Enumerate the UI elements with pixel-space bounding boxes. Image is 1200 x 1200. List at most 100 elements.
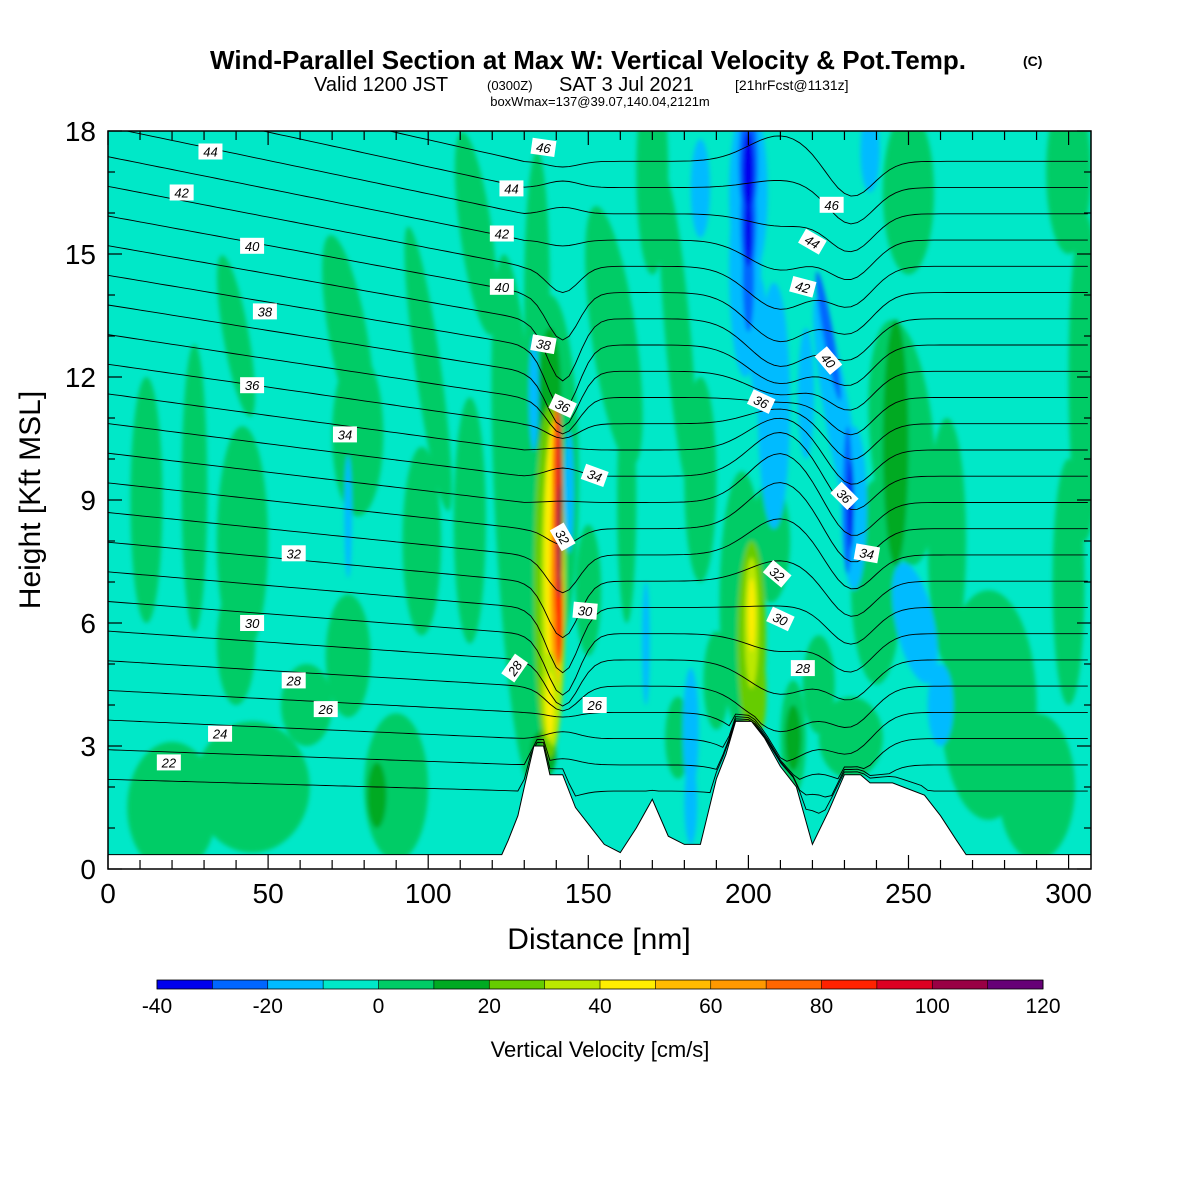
w-field-cell bbox=[892, 562, 938, 684]
w-field-cell bbox=[1052, 459, 1085, 705]
theta-label: 42 bbox=[169, 184, 194, 201]
w-field-cell bbox=[325, 594, 371, 718]
y-tick-label: 3 bbox=[80, 731, 96, 762]
x-tick-label: 0 bbox=[100, 878, 116, 909]
w-field-cell bbox=[546, 672, 554, 738]
w-field-cell bbox=[860, 131, 880, 193]
theta-label: 32 bbox=[549, 522, 576, 552]
theta-contour-line bbox=[108, 334, 1088, 436]
colorbar-swatch bbox=[157, 980, 213, 989]
theta-label: 38 bbox=[252, 303, 277, 320]
theta-label-text: 28 bbox=[285, 673, 301, 688]
theta-label-text: 46 bbox=[824, 198, 839, 213]
theta-label: 26 bbox=[582, 697, 607, 713]
theta-label: 44 bbox=[499, 180, 524, 197]
x-tick-label: 200 bbox=[725, 878, 772, 909]
w-field-cell bbox=[402, 446, 442, 636]
x-tick-label: 50 bbox=[253, 878, 284, 909]
theta-label-text: 36 bbox=[245, 378, 260, 393]
theta-label: 46 bbox=[530, 137, 557, 157]
w-field-cell bbox=[744, 192, 753, 267]
w-field-cell bbox=[453, 397, 486, 644]
colorbar-swatch bbox=[655, 980, 712, 989]
colorbar-swatch bbox=[378, 980, 435, 989]
theta-label-text: 36 bbox=[553, 396, 573, 416]
colorbar-swatch bbox=[267, 980, 324, 989]
y-tick-label: 9 bbox=[80, 485, 96, 516]
colorbar-swatch bbox=[932, 980, 989, 989]
colorbar-tick-labels: -40 -20 0 20 40 60 80 100 120 bbox=[142, 995, 1061, 1018]
theta-label: 28 bbox=[790, 660, 815, 677]
colorbar-swatch bbox=[433, 980, 490, 989]
theta-label-text: 42 bbox=[174, 186, 189, 201]
x-tick-label: 250 bbox=[885, 878, 932, 909]
theta-contour-line bbox=[108, 660, 1088, 733]
theta-label: 34 bbox=[853, 543, 881, 564]
theta-label-text: 44 bbox=[802, 232, 822, 252]
x-tick-label: 300 bbox=[1045, 878, 1092, 909]
colorbar-swatch bbox=[323, 980, 379, 989]
theta-contour-line bbox=[108, 215, 1088, 343]
theta-contour-line bbox=[108, 601, 1088, 696]
theta-contour-line bbox=[108, 571, 1088, 674]
w-field-cell bbox=[491, 254, 545, 787]
colorbar-swatch bbox=[544, 980, 601, 989]
theta-contour-line bbox=[124, 131, 1088, 253]
colorbar-tick-label: 0 bbox=[373, 995, 385, 1018]
colorbar-tick-label: 40 bbox=[588, 995, 611, 1018]
colorbar-swatch bbox=[987, 980, 1044, 989]
theta-label: 30 bbox=[766, 606, 795, 632]
w-field-cell bbox=[682, 668, 699, 792]
w-field-cell bbox=[404, 226, 452, 511]
colorbar-swatch bbox=[600, 980, 656, 989]
theta-label-text: 30 bbox=[770, 609, 790, 629]
theta-label: 46 bbox=[819, 196, 844, 213]
w-field-cell bbox=[564, 430, 574, 554]
w-field-cell bbox=[127, 741, 217, 869]
w-field-cell bbox=[130, 377, 163, 623]
theta-contour-line bbox=[108, 541, 1088, 639]
theta-label: 40 bbox=[240, 237, 265, 254]
theta-label: 38 bbox=[530, 334, 557, 355]
theta-label: 32 bbox=[281, 545, 306, 562]
theta-label: 36 bbox=[746, 389, 776, 414]
w-field-cell bbox=[748, 577, 756, 652]
theta-label: 28 bbox=[281, 672, 306, 689]
w-field-cell bbox=[785, 705, 802, 771]
theta-label-text: 26 bbox=[586, 698, 602, 713]
w-field-cell bbox=[529, 336, 539, 451]
theta-label-text: 44 bbox=[203, 145, 217, 160]
theta-contour-line bbox=[108, 393, 1088, 485]
theta-label-text: 38 bbox=[535, 336, 553, 353]
theta-contour-line bbox=[387, 131, 1088, 197]
w-field-cell bbox=[332, 352, 384, 517]
colorbar-swatch bbox=[212, 980, 269, 989]
subtitle-forecast: [21hrFcst@1131z] bbox=[735, 77, 849, 93]
colorbar-swatch bbox=[766, 980, 822, 989]
colorbar-swatch bbox=[821, 980, 878, 989]
theta-label-text: 28 bbox=[795, 661, 811, 676]
theta-label: 36 bbox=[240, 377, 265, 394]
theta-label-text: 36 bbox=[751, 392, 771, 412]
terrain bbox=[108, 720, 1091, 869]
theta-label-text: 22 bbox=[161, 755, 177, 770]
theta-label-text: 38 bbox=[258, 304, 273, 319]
theta-label: 32 bbox=[762, 559, 792, 588]
colorbar-swatch bbox=[489, 980, 546, 989]
theta-label: 24 bbox=[208, 725, 233, 742]
theta-label-text: 40 bbox=[245, 239, 260, 254]
chart-title: Wind-Parallel Section at Max W: Vertical… bbox=[210, 45, 966, 75]
y-tick-labels: 0 3 6 9 12 15 18 bbox=[65, 116, 96, 885]
theta-label-text: 42 bbox=[794, 278, 813, 296]
theta-label: 26 bbox=[313, 701, 338, 718]
axis-ticks bbox=[107, 130, 1091, 870]
theta-contour-line bbox=[108, 630, 1088, 707]
theta-label: 22 bbox=[156, 754, 181, 771]
theta-label: 44 bbox=[198, 143, 223, 160]
plot-area bbox=[108, 131, 1091, 869]
colorbar-swatch bbox=[710, 980, 767, 989]
theta-contour-line bbox=[108, 718, 1088, 798]
subtitle-date: SAT 3 Jul 2021 bbox=[559, 74, 694, 96]
theta-contour-line bbox=[108, 245, 1088, 382]
w-field-cell bbox=[642, 582, 650, 705]
